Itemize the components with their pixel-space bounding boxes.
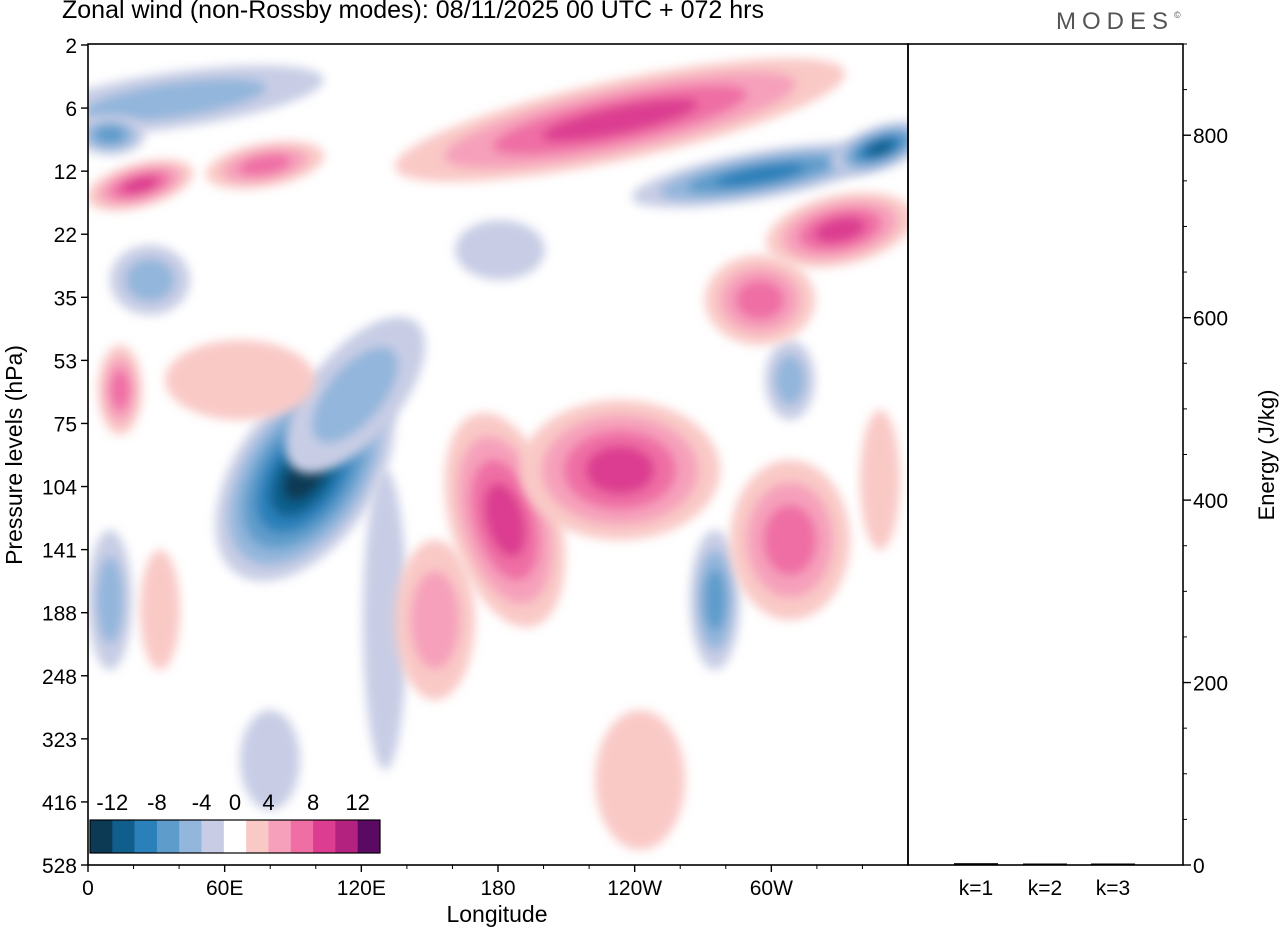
colorbar-swatch [223,820,247,853]
colorbar-label: 4 [262,790,274,815]
colorbar-label: 8 [307,790,319,815]
y-tick-label: 528 [42,855,77,878]
chart-title: Zonal wind (non-Rossby modes): 08/11/202… [62,0,764,24]
colorbar-swatch [268,820,292,853]
y-axis: 2 6 12 22 35 53 75 104 141 188 248 323 416 528 [42,35,88,878]
x-tick-label: 0 [82,877,94,900]
energy-category-label: k=3 [1096,877,1130,900]
pink-120W [520,400,720,540]
x-tick-label: 120W [607,877,662,900]
colorbar: -12 -8 -4 0 4 8 12 [89,790,381,854]
blue-35-left [110,245,190,315]
colorbar-swatch [290,820,314,853]
colorbar-swatch [179,820,202,853]
energy-bar [954,863,998,865]
logo-text: MODES [1056,8,1175,35]
colorbar-label: -8 [147,790,167,815]
pink-75-right [860,410,900,550]
blue-tall-120E [363,470,407,770]
colorbar-swatch [201,820,225,853]
y-tick-label: 188 [42,603,77,626]
pink-low-416 [595,710,685,850]
colorbar-swatch [112,820,135,853]
x-axis: 0 60E 120E 180 120W 60W [82,865,863,900]
y-tick-label: 75 [54,413,77,436]
y-tick-label: 248 [42,666,77,689]
energy-category-label: k=2 [1028,877,1062,900]
blue-right-12 [631,142,889,208]
blue-low-416 [240,710,300,810]
energy-frame [907,43,1184,866]
colorbar-label: -4 [192,790,212,815]
blue-band-left [88,115,145,155]
colorbar-label: 0 [229,790,241,815]
pink-53-mid [165,340,315,420]
colorbar-swatch [90,820,113,853]
energy-tick-label: 600 [1193,308,1228,331]
pink-60W [730,460,850,620]
y-tick-label: 35 [54,287,77,310]
energy-tick-label: 400 [1193,490,1228,513]
modes-logo: MODES© [1056,8,1181,36]
colorbar-swatch [357,820,381,853]
energy-bar [1023,863,1067,865]
x-tick-label: 180 [480,877,515,900]
energy-axis-label: Energy (J/kg) [1254,390,1279,521]
contour-field [88,58,908,850]
y-tick-label: 104 [42,477,77,500]
colorbar-label: 12 [345,790,369,815]
colorbar-swatch [156,820,180,853]
y-tick-label: 141 [42,540,77,563]
x-tick-label: 60W [750,877,793,900]
pink-22-right [766,192,908,268]
colorbar-swatch [313,820,336,853]
blue-right-6 [832,121,908,175]
blue-53 [765,340,815,420]
energy-tick-label: 800 [1193,125,1228,148]
pink-left-12 [88,159,194,211]
y-tick-label: 323 [42,729,77,752]
colorbar-swatch [335,820,358,853]
pink-150E [395,540,475,700]
x-tick-label: 120E [337,877,386,900]
copyright-mark: © [1174,10,1181,20]
pink-left-53 [98,345,142,435]
energy-category-label: k=1 [959,877,993,900]
colorbar-swatch [134,820,158,853]
colorbar-frame [89,819,381,854]
y-tick-label: 2 [65,35,77,58]
y-tick-label: 416 [42,792,77,815]
energy-tick-label: 0 [1193,855,1205,878]
blue-jet-tail [284,316,426,474]
y-axis-label: Pressure levels (hPa) [1,345,27,565]
y-tick-label: 53 [54,350,77,373]
y-tick-label: 22 [54,224,77,247]
energy-tick-label: 200 [1193,673,1228,696]
pink-35-right [705,255,815,345]
pink-12-mid [205,140,325,190]
pink-left-188 [140,550,180,670]
colorbar-swatch [246,820,269,853]
blue-left-188 [88,530,132,670]
energy-bars: k=1 k=2 k=3 [954,863,1135,900]
x-tick-label: 60E [206,877,243,900]
y-tick-label: 6 [65,98,77,121]
blue-mid-22 [455,220,545,280]
y-tick-label: 12 [54,161,77,184]
energy-bar [1091,863,1135,865]
energy-axis: 0 200 400 600 800 [1183,43,1228,878]
blue-low-188 [690,530,740,670]
pink-upper-band [394,58,846,182]
x-axis-label: Longitude [446,901,547,927]
colorbar-label: -12 [96,790,128,815]
